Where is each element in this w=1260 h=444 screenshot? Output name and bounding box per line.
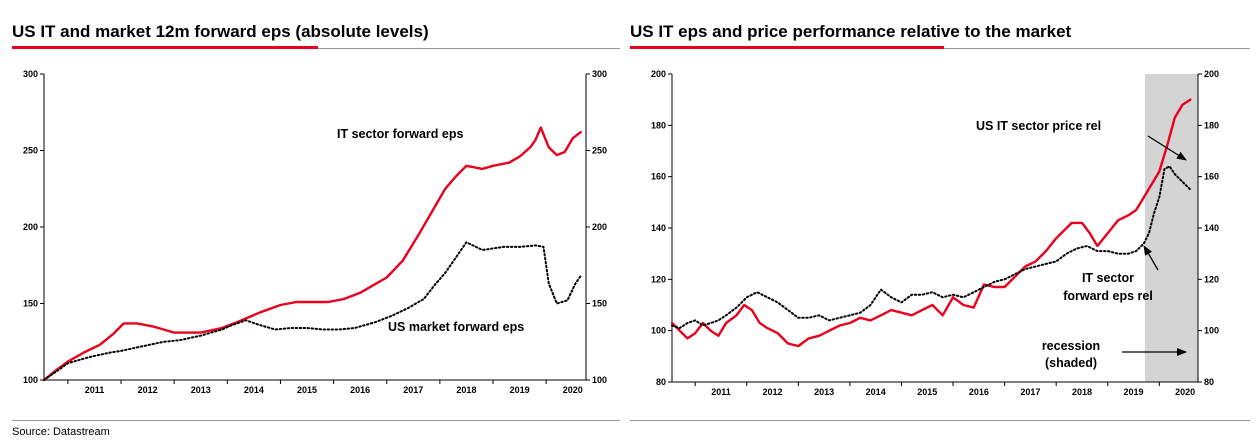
left-title-accent <box>12 46 318 49</box>
y-tick-label-right: 300 <box>592 69 607 79</box>
annotation-recession: recession <box>1042 339 1100 353</box>
x-tick-label: 2014 <box>244 385 264 395</box>
right-chart: 80 100 120 140 160 180 200 80 100 120 140 160 180 200… <box>651 69 1219 397</box>
annotation-us-it-sector-price-rel: US IT sector price rel <box>976 119 1101 133</box>
annotation-it-sector: IT sector <box>1082 271 1134 285</box>
y-tick-label-right: 80 <box>1204 377 1214 387</box>
y-tick-label-left: 250 <box>23 146 38 156</box>
arrow-to-eps-rel <box>1143 245 1159 271</box>
x-tick-label: 2016 <box>969 387 989 397</box>
x-tick-label: 2014 <box>866 387 886 397</box>
series-line-us-it-sector-price-rel <box>670 98 1192 348</box>
y-tick-label-right: 180 <box>1204 120 1219 130</box>
y-tick-label-left: 100 <box>651 326 666 336</box>
x-tick-label: 2012 <box>138 385 158 395</box>
y-tick-label-left: 200 <box>23 222 38 232</box>
annotation-forward-eps-rel: forward eps rel <box>1063 289 1153 303</box>
x-tick-label: 2011 <box>711 387 731 397</box>
x-tick-label: 2020 <box>1175 387 1195 397</box>
y-tick-label-left: 150 <box>23 299 38 309</box>
arrow-to-price-rel <box>1147 135 1187 161</box>
x-tick-label: 2019 <box>510 385 530 395</box>
annotation-shaded: (shaded) <box>1045 356 1097 370</box>
y-tick-label-left: 300 <box>23 69 38 79</box>
x-tick-label: 2015 <box>297 385 317 395</box>
x-tick-label: 2016 <box>350 385 370 395</box>
left-chart: 100 150 200 250 300 100 150 200 250 300 2011 2012 20… <box>23 69 607 395</box>
y-tick-label-left: 120 <box>651 274 666 284</box>
y-tick-label-left: 180 <box>651 120 666 130</box>
x-tick-label: 2011 <box>85 385 105 395</box>
left-bottom-rule <box>12 420 620 421</box>
x-tick-label: 2015 <box>917 387 937 397</box>
source-note: Source: Datastream <box>12 426 110 438</box>
y-tick-label-right: 160 <box>1204 172 1219 182</box>
recession-shade <box>1144 74 1198 382</box>
x-tick-label: 2020 <box>563 385 583 395</box>
series-line-it-sector-forward-eps <box>42 126 582 382</box>
series-line-us-market-forward-eps <box>43 241 582 381</box>
y-tick-label-right: 100 <box>1204 326 1219 336</box>
right-bottom-rule <box>630 420 1250 421</box>
y-tick-label-left: 80 <box>656 377 666 387</box>
series-line-it-sector-forward-eps-rel <box>671 165 1192 330</box>
y-tick-label-right: 200 <box>1204 69 1219 79</box>
y-tick-label-right: 140 <box>1204 223 1219 233</box>
x-tick-label: 2018 <box>1072 387 1092 397</box>
y-tick-label-right: 200 <box>592 222 607 232</box>
annotation-it-sector-forward-eps: IT sector forward eps <box>337 127 463 141</box>
y-tick-label-left: 100 <box>23 375 38 385</box>
annotation-us-market-forward-eps: US market forward eps <box>388 320 524 334</box>
x-tick-label: 2019 <box>1124 387 1144 397</box>
y-tick-label-right: 100 <box>592 375 607 385</box>
x-tick-label: 2012 <box>763 387 783 397</box>
y-tick-label-right: 250 <box>592 146 607 156</box>
y-tick-label-left: 160 <box>651 172 666 182</box>
right-chart-title: US IT eps and price performance relative… <box>630 22 1072 41</box>
y-tick-label-right: 150 <box>592 299 607 309</box>
y-tick-label-left: 200 <box>651 69 666 79</box>
y-tick-label-right: 120 <box>1204 274 1219 284</box>
left-chart-title: US IT and market 12m forward eps (absolu… <box>12 22 429 41</box>
x-tick-label: 2013 <box>191 385 211 395</box>
x-tick-label: 2017 <box>403 385 423 395</box>
y-tick-label-left: 140 <box>651 223 666 233</box>
x-tick-label: 2013 <box>814 387 834 397</box>
x-tick-label: 2017 <box>1020 387 1040 397</box>
right-title-accent <box>630 46 944 49</box>
x-tick-label: 2018 <box>456 385 476 395</box>
